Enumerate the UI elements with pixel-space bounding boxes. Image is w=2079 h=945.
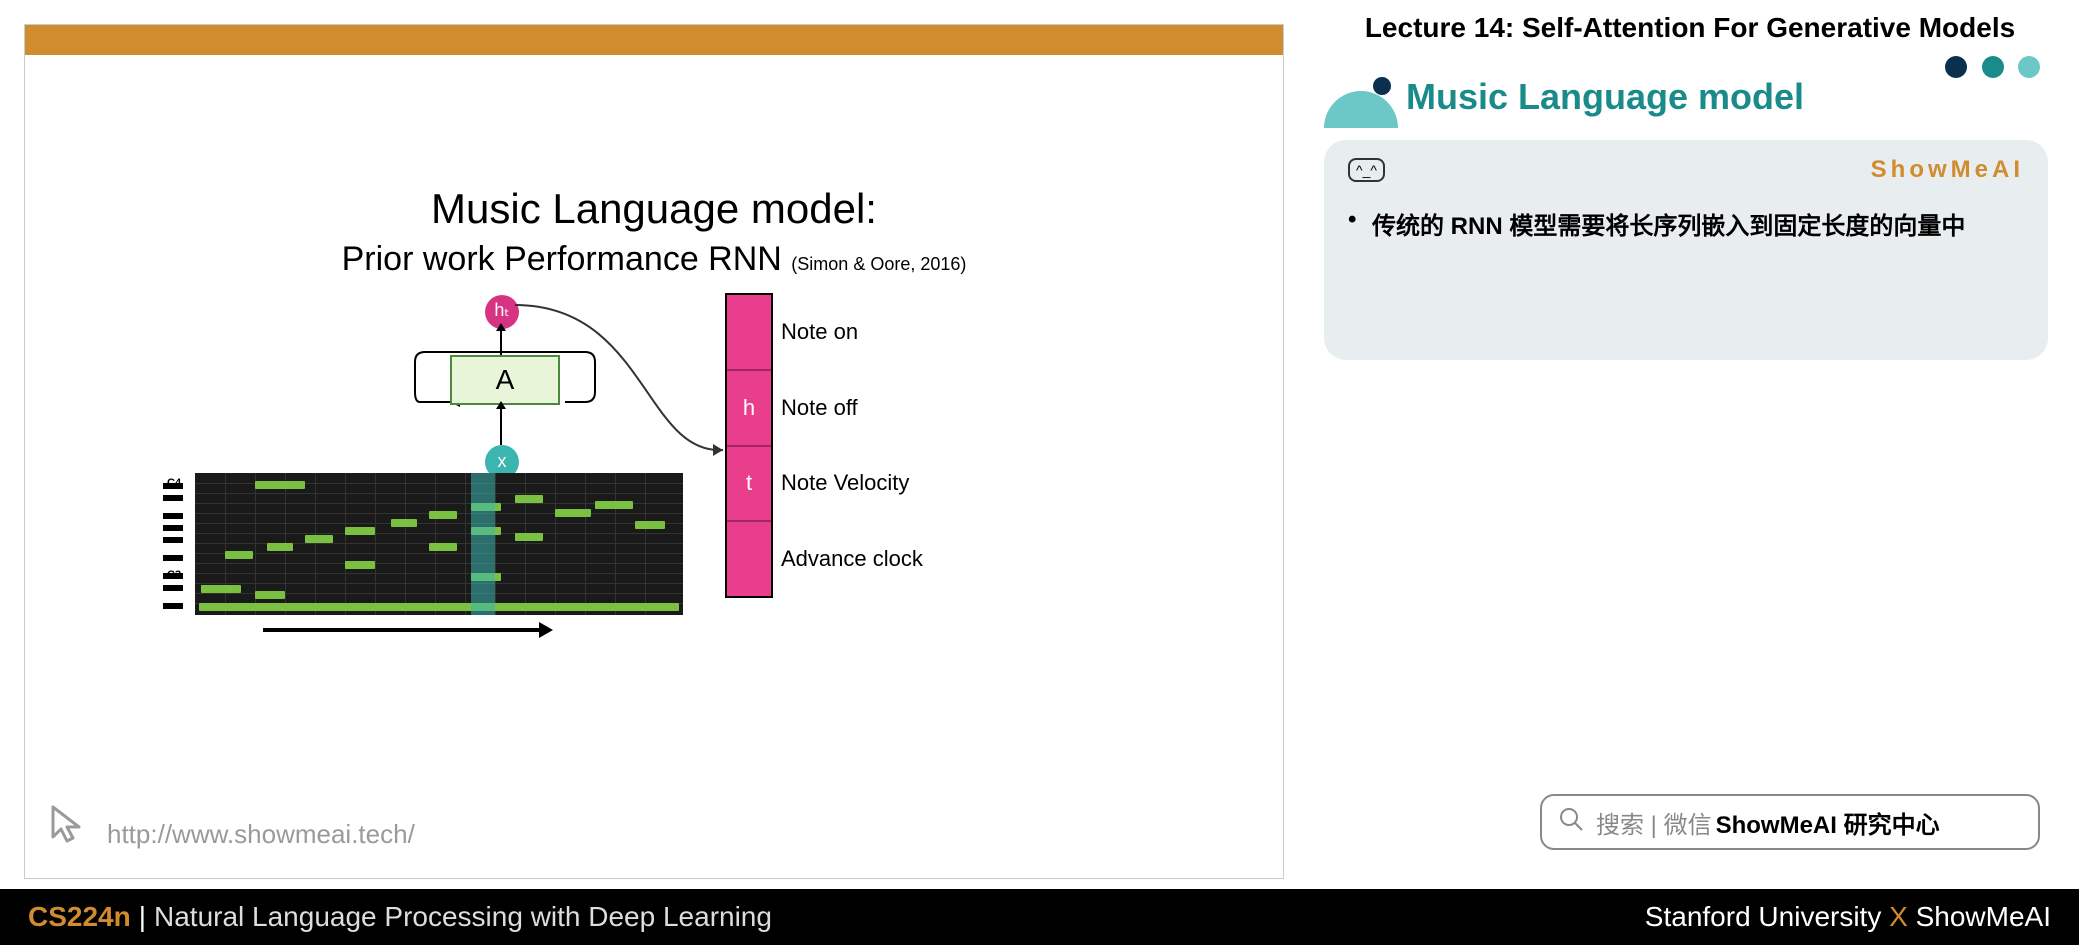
robot-icon: ^_^: [1348, 158, 1385, 182]
vbar-label-note-off: Note off: [781, 395, 951, 421]
piano-note: [555, 509, 591, 517]
vbar-label-velocity: Note Velocity: [781, 470, 951, 496]
piano-note: [225, 551, 253, 559]
piano-black-key: [163, 573, 183, 579]
slide-title-2: Prior work Performance RNN (Simon & Oore…: [25, 240, 1283, 279]
search-placeholder-strong: ShowMeAI 研究中心: [1716, 805, 1940, 840]
note-box: ^_^ ShowMeAI 传统的 RNN 模型需要将长序列嵌入到固定长度的向量中: [1324, 140, 2048, 360]
piano-note: [391, 519, 417, 527]
attr-a: Stanford University: [1645, 901, 1882, 932]
piano-black-key: [163, 585, 183, 591]
slide-title-2-main: Prior work Performance RNN: [342, 240, 782, 278]
piano-black-key: [163, 537, 183, 543]
search-icon: [1558, 806, 1584, 839]
slide-topbar: [25, 25, 1283, 55]
vbar-seg-clock: Advance clock: [727, 520, 771, 596]
piano-note: [429, 543, 457, 551]
vbar-seg-note-on: Note on: [727, 295, 771, 369]
vbar-label-clock: Advance clock: [781, 546, 951, 572]
logo-icon: [1324, 76, 1398, 133]
piano-note: [635, 521, 665, 529]
piano-note: [345, 561, 375, 569]
piano-note: [345, 527, 375, 535]
bottom-bar: CS224n | Natural Language Processing wit…: [0, 889, 2079, 945]
piano-note: [515, 495, 543, 503]
dot-icon: [2018, 56, 2040, 78]
dot-icon: [1945, 56, 1967, 78]
attr-b: ShowMeAI: [1916, 901, 2051, 932]
accent-dots: [1935, 56, 2040, 83]
piano-playhead: [471, 473, 495, 615]
piano-black-key: [163, 603, 183, 609]
piano-note: [515, 533, 543, 541]
piano-note: [267, 543, 293, 551]
vbar-inner: h: [743, 395, 755, 421]
attribution: Stanford University X ShowMeAI: [1645, 901, 2051, 933]
slide-title-1: Music Language model:: [25, 185, 1283, 233]
vbar-seg-velocity: t Note Velocity: [727, 445, 771, 521]
section-title: Music Language model: [1406, 76, 1804, 118]
brand-label: ShowMeAI: [1871, 156, 2024, 184]
separator: |: [139, 901, 146, 933]
piano-black-key: [163, 555, 183, 561]
arrow-icon: [500, 407, 502, 445]
course-code: CS224n: [28, 901, 131, 933]
time-arrow-icon: [263, 628, 543, 632]
lecture-title: Lecture 14: Self-Attention For Generativ…: [1340, 12, 2040, 44]
url-text: http://www.showmeai.tech/: [107, 819, 415, 850]
slide-panel: Music Language model: Prior work Perform…: [24, 24, 1284, 879]
piano-roll-grid: [195, 473, 683, 615]
output-vector-bar: Note on h Note off t Note Velocity Advan…: [725, 293, 773, 598]
vbar-inner: t: [746, 470, 752, 496]
note-bullet: 传统的 RNN 模型需要将长序列嵌入到固定长度的向量中: [1348, 206, 2024, 241]
vbar-seg-note-off: h Note off: [727, 369, 771, 445]
piano-black-key: [163, 483, 183, 489]
piano-black-key: [163, 495, 183, 501]
piano-note: [429, 511, 457, 519]
vbar-label-note-on: Note on: [781, 319, 951, 345]
piano-black-key: [163, 513, 183, 519]
right-column: Lecture 14: Self-Attention For Generativ…: [1310, 0, 2070, 880]
piano-note: [199, 603, 679, 611]
course-name: Natural Language Processing with Deep Le…: [154, 901, 772, 933]
dot-icon: [1982, 56, 2004, 78]
piano-note: [201, 585, 241, 593]
piano-roll: C4C3: [163, 473, 683, 623]
cursor-icon: [45, 801, 93, 854]
piano-note: [595, 501, 633, 509]
attr-x: X: [1889, 901, 1908, 932]
search-placeholder-prefix: 搜索 | 微信: [1596, 805, 1712, 840]
slide-citation: (Simon & Oore, 2016): [791, 254, 966, 274]
search-box[interactable]: 搜索 | 微信 ShowMeAI 研究中心: [1540, 794, 2040, 850]
piano-note: [305, 535, 333, 543]
piano-note: [255, 591, 285, 599]
piano-note: [255, 481, 305, 489]
piano-keys: C4C3: [163, 473, 195, 615]
page: Music Language model: Prior work Perform…: [0, 0, 2079, 945]
piano-black-key: [163, 525, 183, 531]
